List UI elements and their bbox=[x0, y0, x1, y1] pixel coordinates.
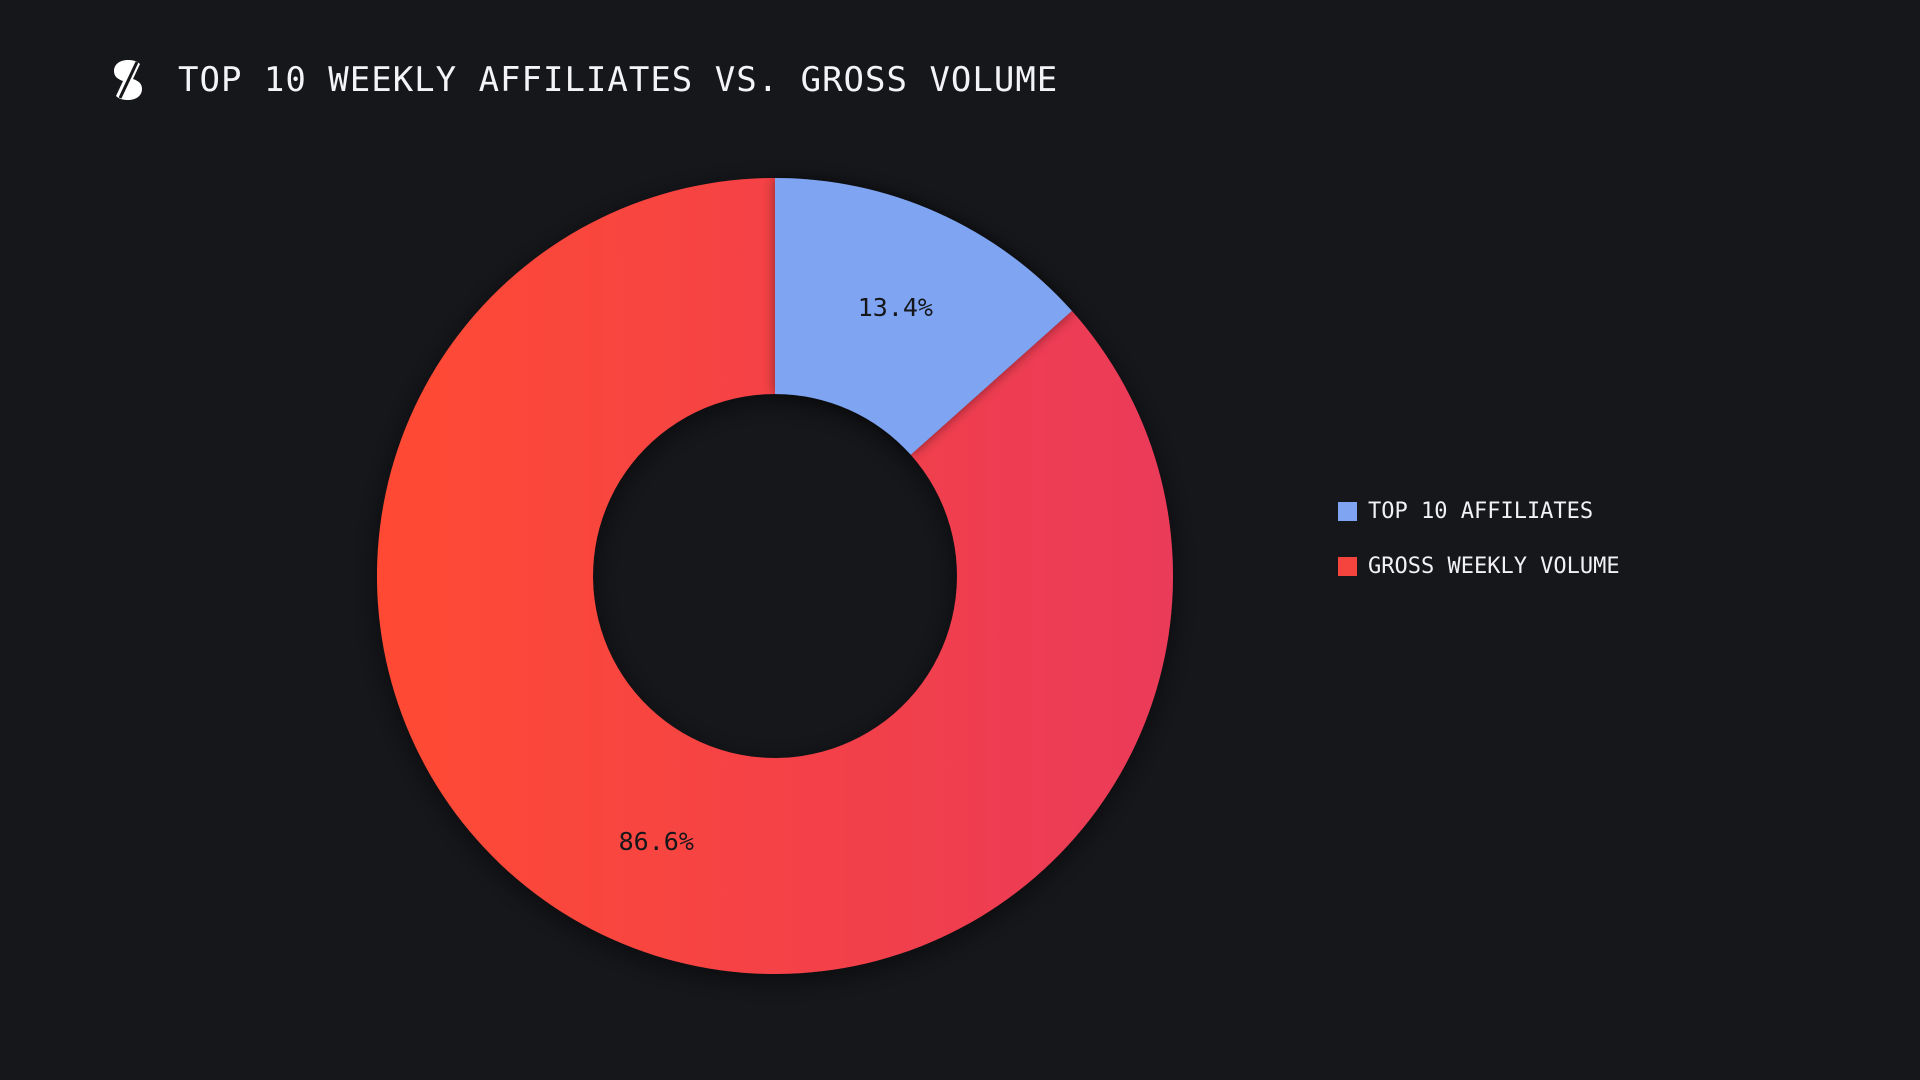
data-label-gross: 86.6% bbox=[619, 827, 694, 856]
chart-legend: TOP 10 AFFILIATES GROSS WEEKLY VOLUME bbox=[1338, 496, 1620, 606]
legend-item-top10[interactable]: TOP 10 AFFILIATES bbox=[1338, 496, 1620, 526]
donut-slices bbox=[377, 178, 1173, 974]
legend-item-gross[interactable]: GROSS WEEKLY VOLUME bbox=[1338, 551, 1620, 581]
legend-swatch-gross bbox=[1338, 557, 1357, 576]
donut-chart: 13.4% 86.6% bbox=[0, 0, 1300, 1080]
legend-label-top10: TOP 10 AFFILIATES bbox=[1368, 499, 1593, 524]
legend-swatch-top10 bbox=[1338, 502, 1357, 521]
legend-label-gross: GROSS WEEKLY VOLUME bbox=[1368, 554, 1620, 579]
data-label-top10: 13.4% bbox=[858, 293, 933, 322]
